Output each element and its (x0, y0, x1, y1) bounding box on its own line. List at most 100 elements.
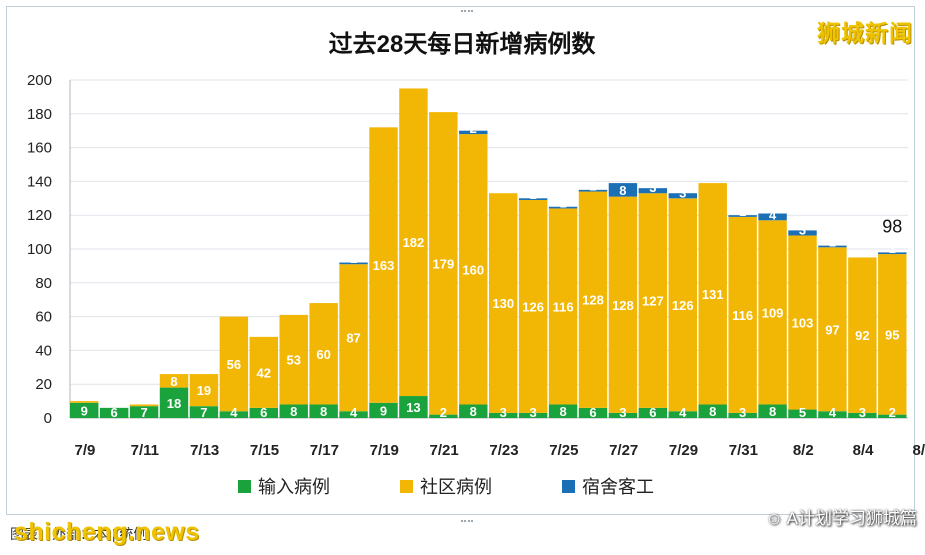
bar-segment (70, 401, 99, 403)
data-label: 116 (732, 308, 753, 323)
data-label: 8 (559, 404, 566, 419)
y-tick-label: 80 (35, 275, 52, 292)
data-label: 87 (346, 331, 360, 346)
data-label: 2 (440, 405, 447, 420)
bar-segment (399, 396, 428, 418)
bar-segment (728, 412, 757, 418)
bar-segment (848, 257, 877, 413)
data-label: 1 (739, 204, 746, 219)
bar-segment (429, 414, 458, 418)
data-label: 8 (290, 404, 297, 419)
bar-segment (548, 208, 578, 405)
data-label: 2 (470, 121, 477, 136)
bar-segment (369, 127, 398, 403)
legend-swatch (400, 480, 413, 493)
bar-segment (638, 188, 668, 194)
bar-segment (698, 183, 727, 405)
bar-segment (309, 404, 338, 418)
legend-swatch (562, 480, 575, 493)
chart-title: 过去28天每日新增病例数 (329, 30, 597, 58)
data-label: 8 (769, 404, 776, 419)
bar-segment (189, 374, 219, 407)
x-tick-label: 7/19 (370, 442, 399, 459)
bar-segment (429, 112, 458, 415)
data-label: 8 (170, 374, 177, 389)
x-tick-label: 8/6 (913, 442, 925, 459)
y-tick-label: 100 (27, 241, 52, 258)
bar-segment (459, 134, 488, 405)
bar-segment (399, 88, 428, 397)
bar-segment (159, 374, 189, 388)
bar-segment (249, 407, 278, 418)
bar-segment (518, 198, 548, 200)
legend-label: 宿舍客工 (582, 477, 654, 497)
bar-segment (758, 220, 787, 405)
data-label: 6 (649, 405, 656, 420)
data-label: 19 (197, 383, 211, 398)
bar-segment (459, 130, 488, 135)
x-tick-label: 7/13 (190, 442, 219, 459)
bar-segment (518, 199, 548, 413)
bar-segment (878, 414, 907, 418)
bar-segment (219, 411, 249, 418)
data-label: 6 (589, 405, 596, 420)
data-label: 2 (889, 405, 896, 420)
data-label: 42 (257, 365, 271, 380)
bar-segment (309, 303, 338, 405)
data-label: 3 (679, 185, 686, 200)
bar-segment (818, 411, 847, 418)
bar-segment (219, 316, 249, 412)
bar-segment (728, 216, 757, 413)
y-tick-label: 0 (44, 410, 52, 427)
data-label: 92 (855, 328, 869, 343)
y-tick-label: 160 (27, 140, 52, 157)
data-label: 4 (350, 405, 358, 420)
data-label: 179 (433, 256, 455, 271)
bar-segment (728, 215, 757, 217)
bar-segment (698, 404, 727, 418)
data-label: 8 (470, 404, 477, 419)
bar-segment (518, 412, 548, 418)
frame-resize-handle-top[interactable] (461, 10, 473, 16)
data-label: 131 (702, 287, 724, 302)
frame-resize-handle-bottom[interactable] (461, 520, 473, 526)
bar-segment (578, 191, 608, 408)
bar-segment (339, 411, 368, 418)
bar-segment (459, 404, 488, 418)
y-tick-label: 40 (35, 342, 52, 359)
x-tick-label: 7/27 (609, 442, 638, 459)
x-tick-label: 7/25 (549, 442, 578, 459)
bar-segment (249, 336, 278, 408)
data-label: 6 (111, 405, 118, 420)
data-label: 126 (672, 298, 694, 313)
x-tick-label: 7/23 (489, 442, 518, 459)
legend-item[interactable]: 宿舍客工 (562, 477, 654, 497)
data-label: 160 (462, 262, 484, 277)
data-label: 127 (642, 294, 664, 309)
data-label: 4 (679, 405, 687, 420)
bar-segment (638, 193, 668, 408)
x-tick-label: 7/15 (250, 442, 279, 459)
legend-item[interactable]: 输入病例 (238, 477, 330, 497)
bar-segment (70, 402, 99, 418)
data-label: 1 (889, 241, 896, 256)
bar-segment (818, 247, 847, 412)
data-label: 163 (373, 258, 395, 273)
bar-segment (638, 407, 668, 418)
data-label: 116 (553, 299, 574, 314)
bar-segment (608, 196, 638, 413)
bar-segment (818, 245, 847, 248)
data-label: 53 (286, 353, 300, 368)
y-tick-label: 120 (27, 207, 52, 224)
bar-segment (129, 406, 159, 418)
bar-segment (99, 407, 129, 418)
bar-segment (489, 412, 518, 418)
bar-segment (489, 193, 518, 413)
x-tick-label: 7/11 (131, 442, 159, 459)
bar-segment (608, 412, 638, 418)
data-label: 60 (316, 347, 330, 362)
data-label: 3 (619, 405, 626, 420)
bar-segment (339, 264, 368, 412)
legend-item[interactable]: 社区病例 (400, 477, 492, 497)
